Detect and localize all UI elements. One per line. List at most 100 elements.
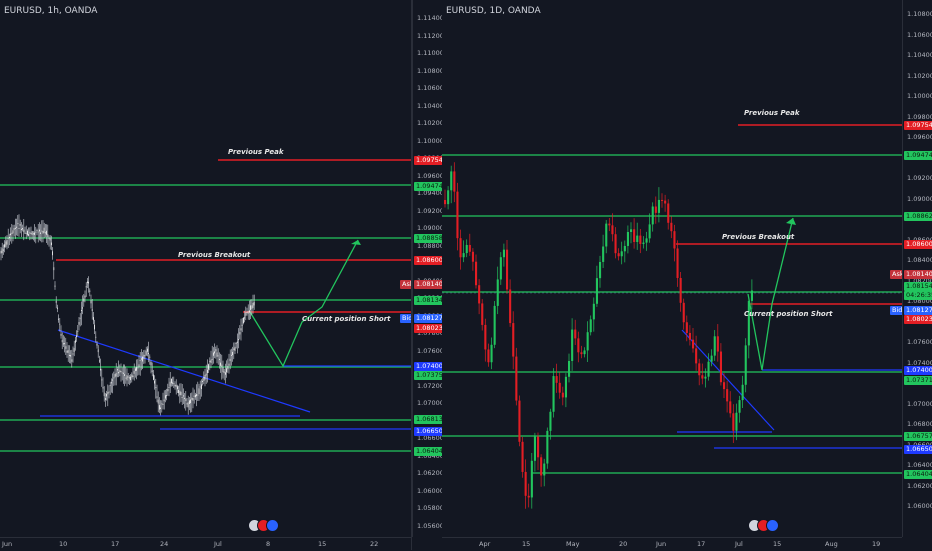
right-price-tick: 1.10200 — [907, 71, 932, 80]
candle-body — [688, 332, 691, 340]
candle-body — [73, 348, 75, 352]
left-time-tick: 17 — [111, 540, 120, 548]
candle-body — [211, 358, 213, 360]
candle-body — [216, 352, 218, 357]
candle-body — [571, 329, 574, 361]
candle-body — [131, 374, 133, 378]
candle-body — [63, 343, 64, 345]
candle-body — [139, 360, 141, 362]
candle-body — [9, 236, 10, 239]
chart-canvas-left[interactable] — [0, 0, 411, 537]
candle-body — [114, 374, 116, 378]
candle-body — [15, 227, 16, 229]
candle-body — [175, 384, 177, 387]
candle-body — [468, 244, 471, 252]
candle-body — [89, 290, 91, 292]
candle-body — [28, 234, 29, 236]
candle-body — [180, 391, 182, 396]
candle-body — [651, 206, 654, 225]
candle-body — [34, 232, 35, 235]
candle-body — [692, 339, 695, 349]
tag-left-green1: 1.09474 — [414, 182, 445, 191]
candle-body — [710, 355, 713, 362]
left-time-tick: 15 — [318, 540, 327, 548]
bid-label-right: Bid — [890, 306, 902, 315]
candle-body — [45, 232, 46, 234]
candle-body — [147, 348, 148, 352]
candle-body — [41, 230, 43, 232]
candle-body — [4, 244, 5, 248]
projection-arrowhead — [786, 218, 796, 225]
candle-body — [148, 353, 149, 355]
candle-body — [40, 232, 41, 234]
candle-body — [54, 285, 56, 287]
candle-body — [61, 339, 63, 343]
candle-body — [145, 350, 147, 355]
candle-body — [138, 364, 140, 368]
candle-body — [119, 370, 121, 373]
right-time-tick: 20 — [619, 540, 628, 548]
right-time-tick: 19 — [872, 540, 881, 548]
candle-body — [744, 345, 747, 385]
left-price-tick: 1.06600 — [417, 434, 444, 442]
candle-body — [716, 336, 719, 352]
candle-body — [46, 230, 47, 235]
candle-body — [142, 356, 143, 362]
time-axis-right[interactable]: Apr 15 May 20 Jun 17 Jul 15 Aug 19 — [442, 537, 902, 551]
candle-body — [204, 374, 206, 380]
candle-body — [496, 279, 499, 306]
candle-body — [100, 368, 101, 371]
candle-body — [162, 403, 164, 405]
trendline-blue — [57, 329, 311, 413]
candle-body — [247, 311, 249, 314]
left-price-tick: 1.07200 — [417, 381, 444, 390]
candle-body — [250, 305, 251, 310]
chart-pane-left[interactable]: EURUSD, 1h, OANDA Previous Peak Previous… — [0, 0, 411, 537]
candle-body — [201, 384, 202, 390]
candle-body — [527, 495, 530, 498]
tag-right-short: 1.08023 — [904, 315, 932, 324]
candle-body — [149, 356, 151, 358]
candle-body — [125, 377, 127, 379]
candle-body — [172, 382, 173, 384]
price-axis-right[interactable]: 1.06000 1.06200 1.06400 1.06600 1.06800 1.070… — [902, 0, 932, 537]
candle-body — [197, 394, 199, 396]
chart-pane-right[interactable]: EURUSD, 1D, OANDA Previous Peak Previous… — [442, 0, 902, 537]
candle-body — [13, 227, 15, 231]
candle-body — [101, 379, 103, 381]
pane-divider[interactable] — [411, 0, 412, 550]
candle-body — [23, 229, 25, 233]
annotation-current-short-left: Current position Short — [302, 315, 391, 323]
annotation-previous-breakout-left: Previous Breakout — [178, 251, 251, 259]
candle-body — [81, 310, 82, 312]
chart-canvas-right[interactable] — [442, 0, 902, 537]
candle-body — [94, 324, 95, 330]
tag-left-green4: 1.07375 — [414, 371, 445, 380]
time-axis-left[interactable]: Jun 10 17 24 Jul 8 15 22 — [0, 537, 411, 551]
annotation-previous-peak-left: Previous Peak — [228, 148, 284, 156]
candle-body — [252, 302, 254, 308]
candle-body — [202, 380, 203, 382]
candle-body — [42, 230, 44, 234]
left-price-tick: 1.10600 — [417, 84, 444, 92]
candle-body — [253, 301, 255, 306]
candle-body — [465, 244, 468, 254]
candle-body — [549, 411, 552, 431]
candle-body — [583, 350, 586, 355]
candle-body — [190, 399, 191, 404]
candle-body — [66, 350, 68, 353]
candle-body — [225, 372, 226, 375]
candle-body — [187, 402, 189, 408]
candle-body — [88, 281, 89, 284]
candle-body — [137, 367, 139, 369]
candle-body — [231, 354, 232, 356]
candle-body — [35, 231, 37, 233]
tag-right-green1: 1.09474 — [904, 151, 932, 160]
price-axis-left[interactable]: 1.056001.058001.060001.062001.064001.066… — [412, 0, 445, 537]
candle-body — [49, 238, 51, 241]
candle-body — [617, 253, 620, 257]
candle-body — [95, 336, 97, 338]
candle-body — [251, 305, 253, 310]
candle-body — [698, 363, 701, 376]
candle-body — [37, 231, 39, 233]
